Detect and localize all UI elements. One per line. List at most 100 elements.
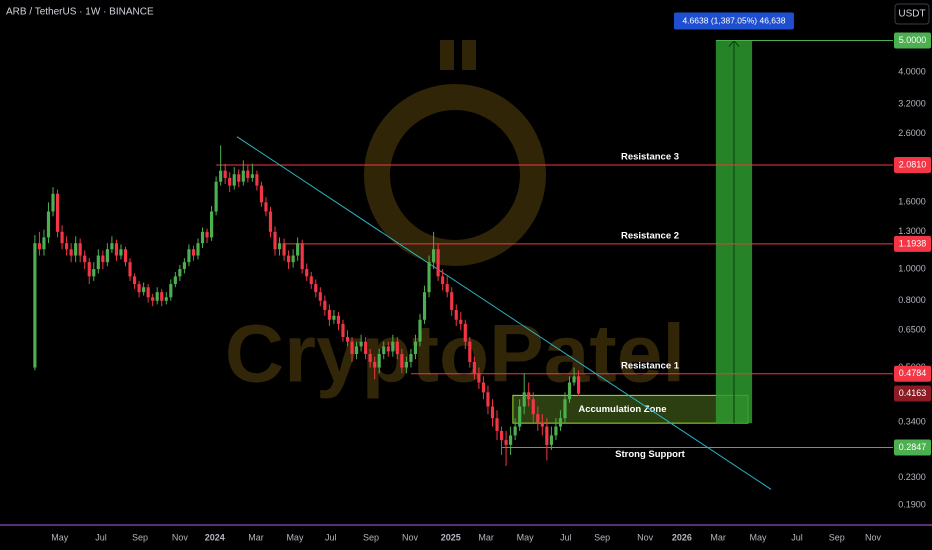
x-tick-label: Jul [560,532,572,542]
candle-body [545,426,549,445]
x-tick-label: May [517,532,535,542]
currency-button-label[interactable]: USDT [898,9,925,20]
y-tick-label: 0.1900 [898,499,926,509]
candle-body [481,382,486,393]
x-tick-label: May [749,532,767,542]
y-tick-label: 0.6500 [898,325,926,335]
candle-body [128,262,132,277]
price-axis [893,0,932,550]
candle-body [377,354,381,368]
axes: 0.19000.23000.28000.34000.50000.65000.80… [51,32,931,542]
candle-body [164,297,168,301]
candle-body [527,392,531,400]
measure-label-box [673,12,794,30]
candle-body [237,174,241,182]
x-tick-label: Jul [95,532,107,542]
watermark-text: CryptoPatel [225,309,685,400]
level-label: Strong Support [615,449,685,460]
candle-body [37,243,42,250]
last-price-label: 0.4163 [899,388,927,398]
candle-body [74,243,78,256]
price-tag-label: 5.0000 [899,35,927,45]
x-tick-label: Nov [865,532,882,542]
y-tick-label: 1.0000 [898,263,926,273]
candle-body [182,262,186,270]
x-tick-label: Mar [478,532,494,542]
x-tick-label: Sep [132,532,148,542]
y-tick-label: 4.0000 [898,67,926,77]
candle-body [114,243,119,256]
candle-body [155,292,159,301]
candle-body [400,354,404,368]
candle-body [246,170,250,178]
candle-body [450,292,454,310]
candle-body [554,426,558,436]
candle-body [78,243,82,256]
candle-body [309,276,313,285]
candle-body [327,309,331,320]
x-tick-label: Sep [829,532,845,542]
candle-body [92,269,96,277]
candle-body [169,284,173,298]
candle-body [259,185,264,203]
candle-body [123,249,128,263]
level-label: Resistance 2 [621,230,679,241]
price-tag [894,439,931,456]
symbol-title: ARB / TetherUS · 1W · BINANCE [6,7,154,18]
candle-body [55,193,60,232]
candle-body [373,361,377,368]
candle-body [409,354,413,362]
last-price-tag [894,385,931,402]
currency-button[interactable] [894,3,930,25]
candle-body [214,181,218,212]
candle-body [576,376,581,394]
y-tick-label: 3.2000 [898,98,926,108]
candle-body [60,231,64,244]
candle-body [42,237,46,250]
candle-body [504,440,508,445]
candle-body [160,292,164,301]
candle-body [318,292,322,301]
candle-body [513,426,517,436]
y-tick-label: 1.3000 [898,226,926,236]
candle-body [418,319,422,342]
candle-body [472,361,476,374]
price-tag [894,235,931,252]
candle-body [391,341,395,352]
candle-body [232,174,236,186]
candle-body [436,249,440,277]
candle-body [499,430,504,441]
y-tick-label: 0.8000 [898,295,926,305]
candle-body [359,341,363,347]
candle-body [454,309,458,320]
candle-body [223,170,227,178]
candle-body [87,262,91,277]
price-tag-label: 2.0810 [899,159,927,169]
candle-body [277,243,282,250]
x-tick-label: Sep [594,532,610,542]
candle-body [368,354,372,362]
candle-body [105,249,109,263]
price-tag-label: 1.1938 [899,238,927,248]
candle-body [178,269,182,277]
candle-body [142,287,146,293]
candle-body [413,341,418,355]
y-tick-label: 1.6000 [898,197,926,207]
candle-body [268,211,273,232]
candle-body [196,243,200,256]
candle-body [96,255,100,270]
candle-body [490,406,495,419]
candle-body [191,249,196,256]
candle-body [350,341,354,355]
candle-body [572,376,576,383]
candle-body [83,255,87,263]
candle-body [51,193,55,212]
x-tick-label: Jul [791,532,803,542]
x-tick-label: May [51,532,69,542]
price-tag-label: 0.4784 [899,368,927,378]
candle-body [205,231,209,238]
candle-body [101,255,105,263]
zone-label: Accumulation Zone [578,404,666,415]
